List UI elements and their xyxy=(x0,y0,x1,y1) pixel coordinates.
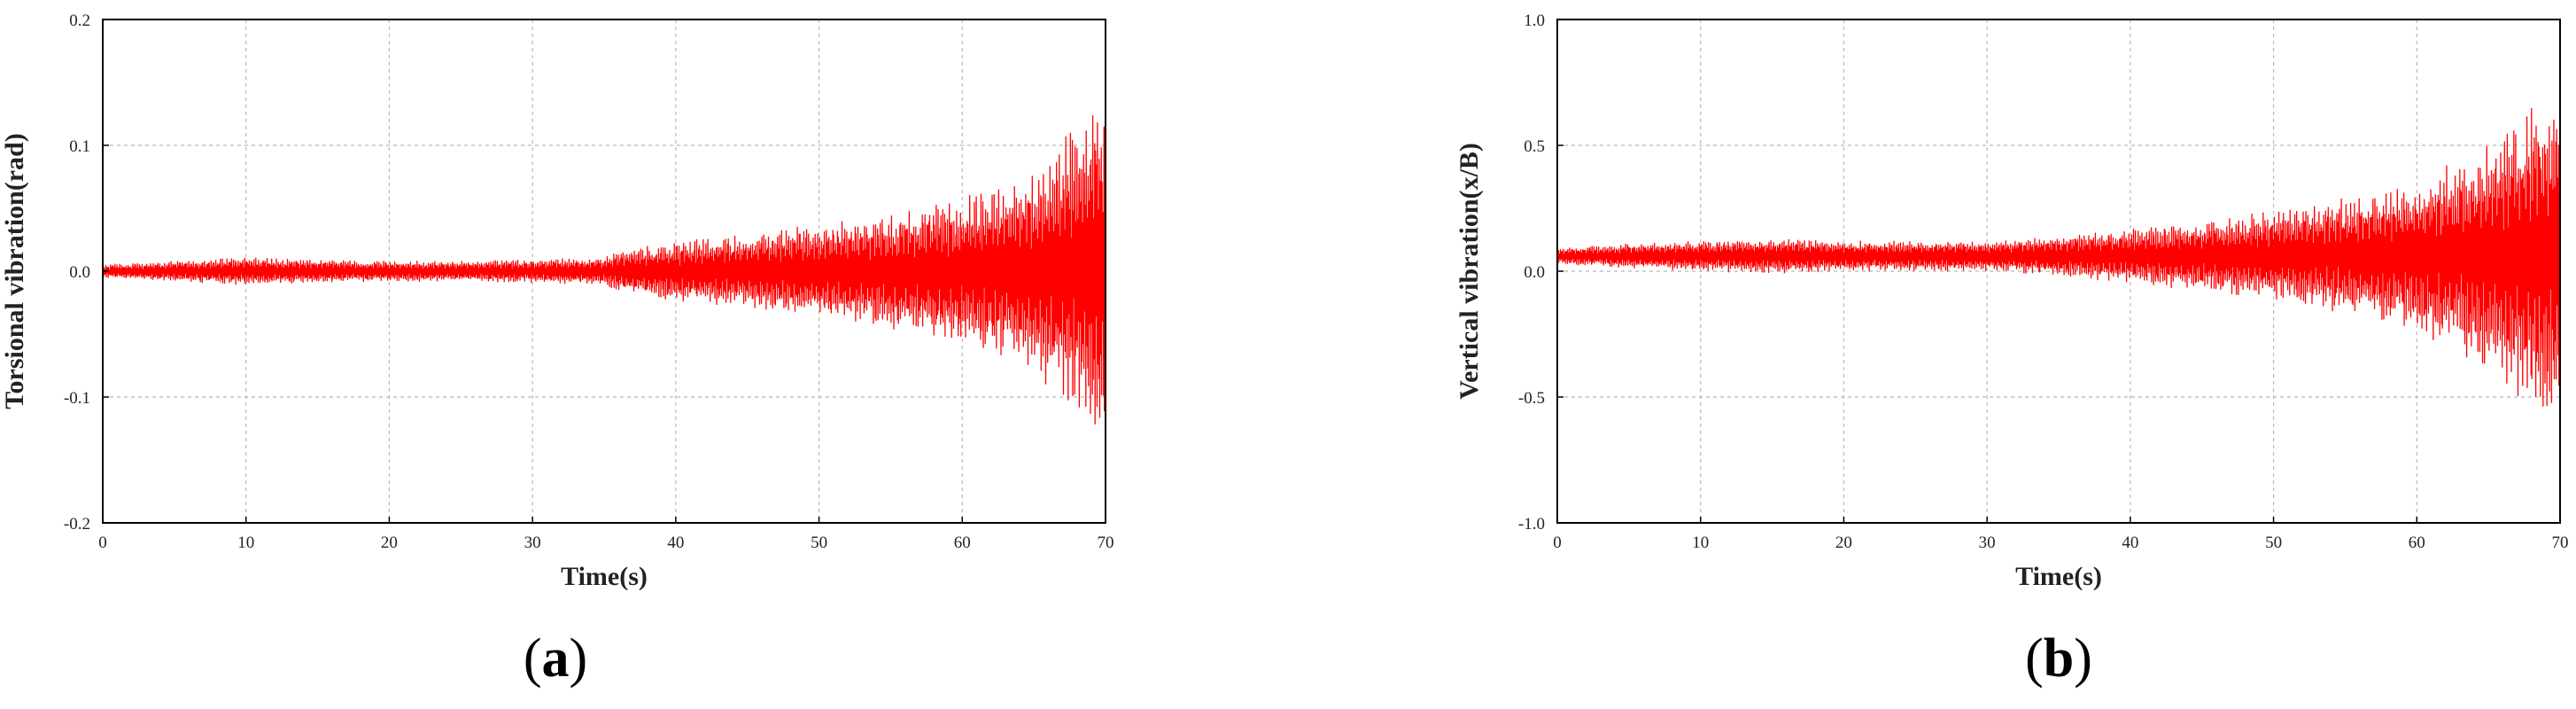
x-tick-label: 10 xyxy=(237,534,254,552)
y-tick-label: -0.1 xyxy=(64,389,90,408)
y-tick-label: 0.1 xyxy=(69,137,90,156)
x-tick-label: 40 xyxy=(2122,534,2138,552)
y-tick-label: 0.0 xyxy=(1524,263,1545,282)
x-tick-label: 20 xyxy=(381,534,398,552)
signal-series-line xyxy=(102,115,1106,425)
x-tick-label: 20 xyxy=(1835,534,1852,552)
y-tick-label: -0.2 xyxy=(64,515,90,534)
x-axis-title: Time(s) xyxy=(2015,562,2102,591)
y-tick-label: -1.0 xyxy=(1518,515,1545,534)
panel-a-caption: (a) xyxy=(523,628,588,689)
x-tick-label: 0 xyxy=(98,534,107,552)
x-tick-label: 60 xyxy=(954,534,971,552)
y-tick-label: 0.2 xyxy=(69,12,90,30)
vertical-vibration-chart: 0 10 20 30 40 50 60 70 -1.0 -0.5 0.0 0.5 1.0 Time(s) V… xyxy=(1455,12,2569,591)
x-tick-label: 50 xyxy=(811,534,827,552)
x-tick-label: 70 xyxy=(1098,534,1114,552)
y-tick-label: 0.5 xyxy=(1524,137,1545,156)
panel-b-caption: (b) xyxy=(2025,628,2092,689)
chart-panel-a: 0 10 20 30 40 50 60 70 -0.2 -0.1 0.0 0.1 0.2 Time(s) T… xyxy=(0,12,1114,689)
x-tick-label: 30 xyxy=(1979,534,1996,552)
x-tick-label: 40 xyxy=(667,534,684,552)
x-tick-label: 10 xyxy=(1692,534,1709,552)
x-axis-title: Time(s) xyxy=(561,562,648,591)
chart-panel-b: 0 10 20 30 40 50 60 70 -1.0 -0.5 0.0 0.5 1.0 Time(s) V… xyxy=(1288,0,2576,709)
x-tick-label: 60 xyxy=(2409,534,2425,552)
panel-a-label: a xyxy=(541,628,570,689)
panel-b-label: b xyxy=(2043,628,2075,689)
x-tick-label: 50 xyxy=(2265,534,2282,552)
x-tick-label: 0 xyxy=(1553,534,1562,552)
y-tick-label: 0.0 xyxy=(69,263,90,282)
y-tick-label: 1.0 xyxy=(1524,12,1545,30)
y-axis-title: Vertical vibration(x/B) xyxy=(1455,143,1484,400)
x-tick-label: 30 xyxy=(524,534,541,552)
signal-series-line xyxy=(1556,107,2561,407)
y-axis-title: Torsional vibration(rad) xyxy=(0,133,29,409)
y-tick-label: -0.5 xyxy=(1518,389,1545,408)
x-tick-label: 70 xyxy=(2552,534,2569,552)
torsional-vibration-chart: 0 10 20 30 40 50 60 70 -0.2 -0.1 0.0 0.1 0.2 Time(s) T… xyxy=(0,12,1114,591)
